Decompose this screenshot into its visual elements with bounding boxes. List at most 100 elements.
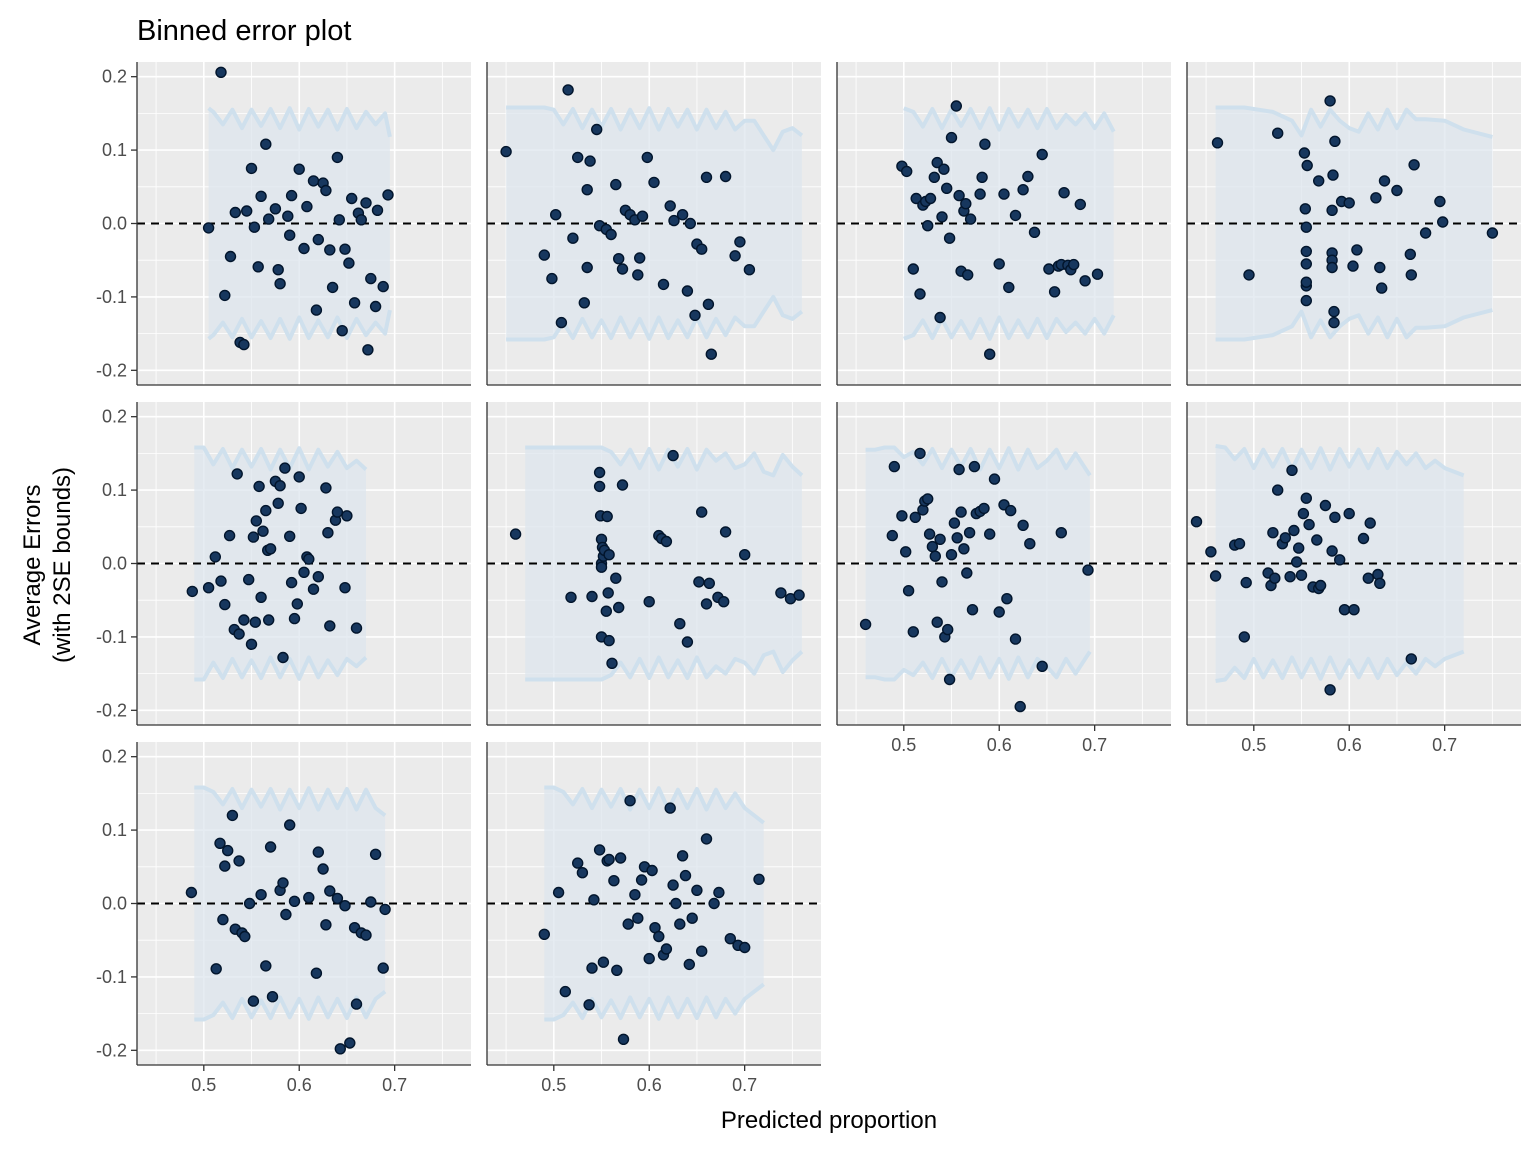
y-tick-label: -0.2: [96, 360, 127, 380]
data-point: [266, 991, 279, 1003]
y-tick-label: -0.1: [96, 967, 127, 987]
data-point: [312, 846, 324, 858]
data-point: [1292, 542, 1305, 554]
data-point: [632, 912, 644, 924]
data-point: [608, 875, 620, 887]
data-point: [365, 896, 377, 908]
data-point: [303, 891, 315, 904]
facet-panel-2: [486, 62, 821, 386]
y-axis-title: Average Errors (with 2SE bounds): [19, 467, 76, 663]
data-point: [559, 985, 571, 998]
data-point: [226, 809, 239, 822]
data-point: [1267, 527, 1279, 539]
data-point: [1300, 245, 1313, 258]
data-point: [1357, 532, 1370, 545]
data-point: [961, 567, 973, 579]
data-point: [907, 626, 919, 638]
x-tick-label: 0.5: [891, 735, 916, 755]
data-point: [301, 200, 313, 213]
data-point: [950, 100, 962, 112]
upper-2se-bound: [865, 445, 1092, 477]
data-point: [636, 210, 649, 222]
data-point: [538, 928, 550, 940]
data-point: [635, 874, 648, 886]
facet-panel-5: 0.2 0.1 0.0 -0.1 -0.2: [96, 402, 471, 726]
data-point: [1055, 527, 1068, 539]
facet-panels: 0.2 0.1 0.0 -0.1 -0.2 0.2 0.1 0.0 -0.1 -0.2 0.5 0.6…: [96, 62, 1521, 1095]
data-point: [632, 269, 644, 281]
data-point: [264, 543, 277, 555]
data-point: [902, 585, 915, 597]
data-point: [928, 171, 940, 184]
data-point: [245, 162, 258, 175]
upper-2se-bound: [194, 785, 387, 817]
data-point: [312, 233, 324, 246]
data-point: [1271, 484, 1284, 496]
data-point: [242, 573, 255, 586]
data-point: [1300, 294, 1313, 307]
data-point: [964, 213, 977, 225]
data-point: [1017, 519, 1029, 531]
data-point: [1288, 524, 1300, 537]
data-point: [1297, 507, 1310, 520]
x-tick-label: 0.7: [1082, 735, 1107, 755]
data-point: [1419, 227, 1432, 239]
data-point: [185, 886, 198, 899]
data-point: [1338, 604, 1351, 616]
data-point: [1300, 258, 1313, 270]
data-point: [600, 605, 612, 617]
data-point: [1348, 604, 1360, 616]
data-point: [1024, 538, 1036, 550]
data-point: [250, 515, 262, 527]
x-tick-label: 0.6: [287, 1075, 312, 1095]
data-point: [945, 549, 958, 561]
data-point: [1067, 258, 1080, 271]
data-point: [215, 575, 227, 587]
data-point: [343, 257, 355, 269]
data-point: [683, 958, 695, 971]
data-point: [210, 963, 222, 975]
data-point: [674, 618, 686, 630]
data-point: [660, 535, 673, 548]
data-point: [260, 960, 272, 972]
data-point: [284, 819, 296, 831]
data-point: [257, 525, 269, 537]
data-point: [951, 532, 963, 544]
data-point: [700, 598, 713, 610]
data-point: [298, 566, 310, 578]
data-point: [617, 1033, 630, 1046]
data-point: [968, 460, 981, 473]
data-point: [509, 528, 522, 540]
x-tick-label: 0.7: [732, 1075, 757, 1095]
data-point: [641, 151, 653, 164]
data-point: [998, 188, 1010, 200]
x-tick-label: 0.6: [637, 1075, 662, 1095]
data-point: [719, 526, 732, 538]
upper-2se-bound: [207, 106, 392, 138]
x-tick-label: 0.6: [987, 735, 1012, 755]
data-point: [1036, 660, 1048, 672]
data-point: [914, 447, 926, 460]
data-point: [339, 900, 351, 912]
data-point: [247, 995, 260, 1007]
data-point: [624, 795, 636, 807]
data-point: [1343, 507, 1355, 520]
data-point: [1271, 127, 1284, 139]
y-tick-label: -0.2: [96, 700, 127, 720]
y-axis-title-line-1: Average Errors: [19, 485, 46, 646]
data-point: [1205, 546, 1217, 558]
data-point: [993, 258, 1005, 270]
data-point: [1005, 504, 1017, 517]
data-point: [934, 533, 946, 545]
data-point: [705, 348, 717, 360]
lower-2se-bound: [544, 982, 765, 1022]
data-point: [909, 511, 921, 523]
data-point: [331, 151, 344, 164]
data-point: [914, 288, 926, 300]
facet-panel-3: [836, 62, 1171, 386]
data-point: [576, 867, 589, 879]
data-point: [1048, 286, 1061, 298]
data-point: [346, 192, 358, 205]
data-point: [896, 510, 908, 522]
y-tick-label: -0.1: [96, 287, 127, 307]
